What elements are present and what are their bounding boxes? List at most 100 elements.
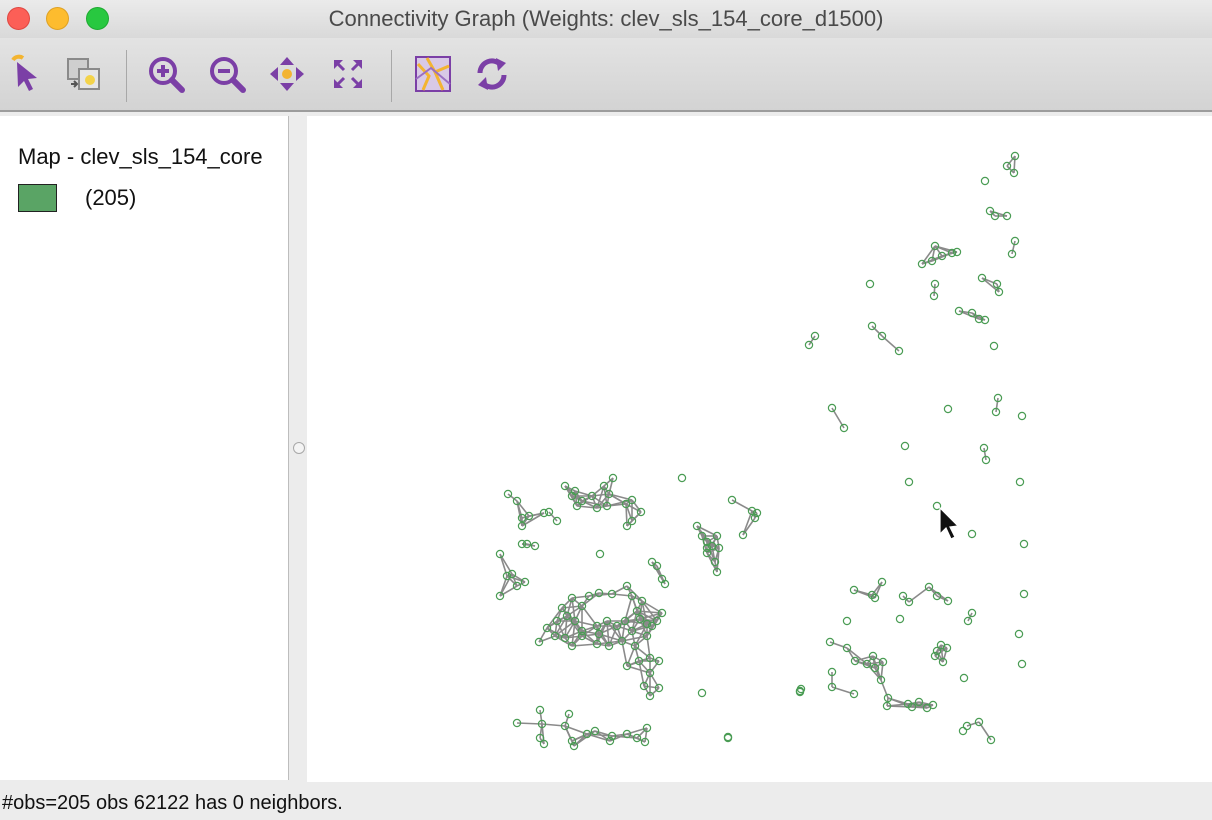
observation-point[interactable] <box>929 291 939 301</box>
observation-point[interactable] <box>620 616 630 626</box>
observation-point[interactable] <box>602 501 612 511</box>
observation-point[interactable] <box>967 608 977 618</box>
observation-point[interactable] <box>647 621 657 631</box>
observation-point[interactable] <box>904 597 914 607</box>
observation-point[interactable] <box>552 616 562 626</box>
select-tool-button[interactable] <box>6 54 46 94</box>
observation-point[interactable] <box>652 561 662 571</box>
refresh-button[interactable] <box>472 54 512 94</box>
panel-splitter[interactable] <box>289 116 307 780</box>
observation-point[interactable] <box>962 721 972 731</box>
observation-point[interactable] <box>634 656 644 666</box>
observation-point[interactable] <box>712 531 722 541</box>
observation-point[interactable] <box>723 733 733 743</box>
observation-point[interactable] <box>595 549 605 559</box>
observation-point[interactable] <box>727 495 737 505</box>
observation-point[interactable] <box>627 591 637 601</box>
observation-point[interactable] <box>900 441 910 451</box>
observation-point[interactable] <box>608 473 618 483</box>
observation-point[interactable] <box>959 673 969 683</box>
observation-point[interactable] <box>512 496 522 506</box>
observation-point[interactable] <box>517 521 527 531</box>
observation-point[interactable] <box>958 726 968 736</box>
observation-point[interactable] <box>870 663 880 673</box>
observation-point[interactable] <box>932 646 942 656</box>
observation-point[interactable] <box>567 593 577 603</box>
observation-point[interactable] <box>570 486 580 496</box>
observation-point[interactable] <box>577 631 587 641</box>
observation-point[interactable] <box>928 700 938 710</box>
observation-point[interactable] <box>850 656 860 666</box>
observation-point[interactable] <box>981 455 991 465</box>
observation-point[interactable] <box>552 516 562 526</box>
observation-point[interactable] <box>622 661 632 671</box>
observation-point[interactable] <box>517 513 527 523</box>
observation-point[interactable] <box>612 621 622 631</box>
observation-point[interactable] <box>570 616 580 626</box>
observation-point[interactable] <box>557 603 567 613</box>
observation-point[interactable] <box>539 508 549 518</box>
observation-point[interactable] <box>1014 629 1024 639</box>
observation-point[interactable] <box>637 596 647 606</box>
observation-point[interactable] <box>904 477 914 487</box>
observation-point[interactable] <box>645 691 655 701</box>
observation-point[interactable] <box>652 616 662 626</box>
observation-point[interactable] <box>522 539 532 549</box>
observation-point[interactable] <box>697 688 707 698</box>
observation-point[interactable] <box>617 636 627 646</box>
observation-point[interactable] <box>535 705 545 715</box>
observation-point[interactable] <box>938 657 948 667</box>
observation-point[interactable] <box>1002 211 1012 221</box>
observation-point[interactable] <box>795 687 805 697</box>
observation-point[interactable] <box>622 581 632 591</box>
observation-point[interactable] <box>752 508 762 518</box>
observation-point[interactable] <box>882 701 892 711</box>
observation-point[interactable] <box>937 251 947 261</box>
observation-point[interactable] <box>657 608 667 618</box>
observation-point[interactable] <box>1019 589 1029 599</box>
observation-point[interactable] <box>544 507 554 517</box>
observation-point[interactable] <box>842 643 852 653</box>
observation-point[interactable] <box>534 637 544 647</box>
observation-point[interactable] <box>712 567 722 577</box>
observation-point[interactable] <box>990 211 1000 221</box>
observation-point[interactable] <box>642 723 652 733</box>
observation-point[interactable] <box>980 315 990 325</box>
observation-point[interactable] <box>647 557 657 567</box>
observation-point[interactable] <box>550 631 560 641</box>
observation-point[interactable] <box>930 241 940 251</box>
observation-point[interactable] <box>924 582 934 592</box>
observation-point[interactable] <box>867 321 877 331</box>
observation-point[interactable] <box>642 619 652 629</box>
observation-point[interactable] <box>702 548 712 558</box>
toggle-map-button[interactable] <box>413 54 453 94</box>
observation-point[interactable] <box>974 314 984 324</box>
observation-point[interactable] <box>868 651 878 661</box>
observation-point[interactable] <box>1015 477 1025 487</box>
observation-point[interactable] <box>967 529 977 539</box>
connectivity-graph[interactable] <box>307 116 1212 782</box>
observation-point[interactable] <box>747 506 757 516</box>
observation-point[interactable] <box>1010 236 1020 246</box>
observation-point[interactable] <box>567 641 577 651</box>
observation-point[interactable] <box>602 616 612 626</box>
observation-point[interactable] <box>825 637 835 647</box>
observation-point[interactable] <box>592 503 602 513</box>
observation-point[interactable] <box>577 626 587 636</box>
observation-point[interactable] <box>572 501 582 511</box>
observation-point[interactable] <box>1002 161 1012 171</box>
observation-point[interactable] <box>738 530 748 540</box>
observation-point[interactable] <box>989 341 999 351</box>
observation-point[interactable] <box>947 248 957 258</box>
observation-point[interactable] <box>507 569 517 579</box>
observation-point[interactable] <box>590 726 600 736</box>
observation-point[interactable] <box>952 247 962 257</box>
observation-point[interactable] <box>594 629 604 639</box>
observation-point[interactable] <box>714 543 724 553</box>
observation-point[interactable] <box>914 697 924 707</box>
observation-point[interactable] <box>607 731 617 741</box>
observation-point[interactable] <box>895 614 905 624</box>
observation-point[interactable] <box>849 585 859 595</box>
observation-point[interactable] <box>592 639 602 649</box>
observation-point[interactable] <box>810 331 820 341</box>
